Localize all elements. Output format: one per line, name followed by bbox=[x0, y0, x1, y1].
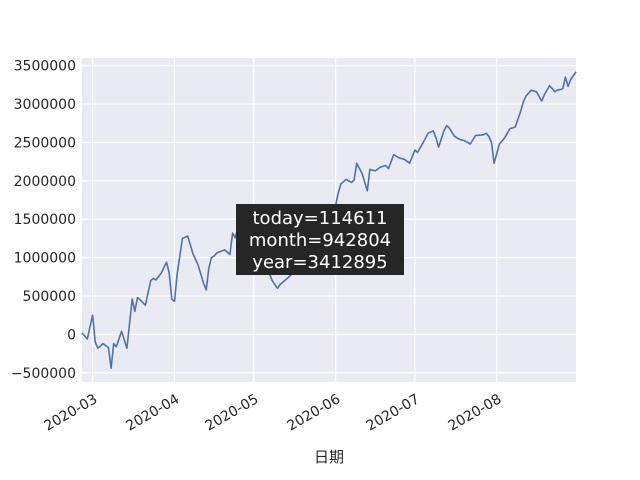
y-tick-label: −500000 bbox=[11, 366, 76, 382]
y-tick-label: 500000 bbox=[23, 289, 76, 305]
y-tick-labels: −500000 0 500000 1000000 1500000 2000000 25000… bbox=[11, 59, 76, 382]
annotation-line-month: month=942804 bbox=[249, 230, 391, 251]
x-tick-label: 2020-08 bbox=[446, 391, 505, 434]
annotation-background bbox=[236, 204, 404, 275]
x-tick-label: 2020-06 bbox=[285, 391, 344, 434]
x-tick-label: 2020-07 bbox=[364, 391, 423, 434]
y-tick-label: 2500000 bbox=[14, 135, 76, 151]
x-tick-label: 2020-05 bbox=[203, 391, 262, 434]
y-tick-label: 3000000 bbox=[14, 97, 76, 113]
x-tick-label: 2020-04 bbox=[123, 391, 182, 434]
y-tick-label: 1500000 bbox=[14, 212, 76, 228]
x-axis-label: 日期 bbox=[314, 448, 344, 466]
y-tick-label: 0 bbox=[67, 327, 76, 343]
y-tick-label: 1000000 bbox=[14, 251, 76, 267]
y-tick-label: 3500000 bbox=[14, 59, 76, 75]
annotation-line-today: today=114611 bbox=[253, 208, 388, 229]
y-tick-label: 2000000 bbox=[14, 174, 76, 190]
x-tick-label: 2020-03 bbox=[42, 391, 101, 434]
annotation-line-year: year=3412895 bbox=[252, 252, 387, 273]
x-tick-labels: 2020-03 2020-04 2020-05 2020-06 2020-07 2020-… bbox=[42, 391, 505, 434]
gridlines bbox=[82, 58, 576, 382]
annotation-box: today=114611 month=942804 year=3412895 bbox=[236, 204, 404, 275]
